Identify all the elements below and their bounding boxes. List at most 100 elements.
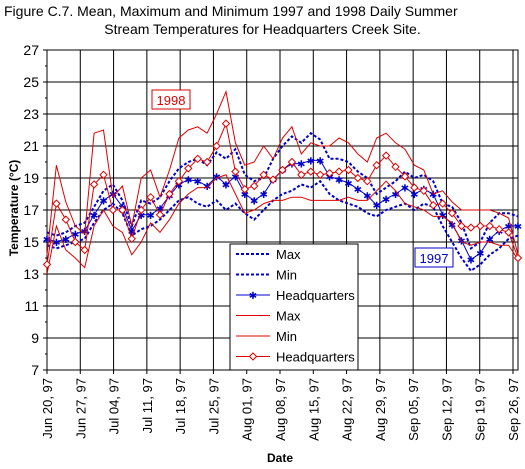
data-point-1997-headquarters: ✱ [231, 172, 239, 183]
x-tick-label: Aug 22, 97 [340, 378, 355, 441]
data-point-1998-headquarters [259, 170, 268, 180]
y-tick-label: 25 [23, 74, 39, 90]
data-point-1997-headquarters: ✱ [184, 176, 192, 187]
data-point-1998-headquarters [52, 199, 61, 208]
data-point-1998-headquarters [80, 245, 89, 255]
data-point-1997-headquarters: ✱ [391, 190, 399, 201]
data-point-1997-headquarters: ✱ [250, 196, 258, 207]
y-tick-label: 17 [23, 202, 39, 218]
data-point-1997-headquarters: ✱ [128, 227, 136, 238]
data-point-1997-headquarters: ✱ [90, 211, 98, 222]
data-point-1998-headquarters [231, 167, 240, 176]
x-tick-label: Aug 15, 97 [306, 378, 321, 441]
data-point-1997-headquarters: ✱ [259, 190, 267, 201]
data-point-1998-headquarters [325, 168, 334, 178]
data-point-1998-headquarters [504, 228, 513, 237]
data-point-1997-headquarters: ✱ [307, 156, 315, 167]
data-point-1997-headquarters: ✱ [335, 176, 343, 187]
data-point-1997-headquarters: ✱ [486, 235, 494, 246]
legend-marker: ✱ [249, 291, 257, 302]
data-point-1997-headquarters: ✱ [344, 179, 352, 190]
data-point-1998-headquarters [99, 170, 108, 180]
data-point-1997-headquarters: ✱ [156, 204, 164, 215]
data-point-1997-headquarters: ✱ [99, 196, 107, 207]
y-tick-label: 13 [23, 266, 39, 282]
x-tick-label: Jul 18, 97 [173, 378, 188, 434]
data-point-1998-headquarters [513, 253, 523, 263]
legend-label: Max [276, 309, 301, 324]
data-point-1998-headquarters [165, 189, 174, 199]
x-tick-label: Aug 01, 97 [240, 378, 255, 441]
y-tick-label: 15 [23, 234, 39, 250]
data-point-1997-headquarters: ✱ [222, 180, 230, 191]
data-point-1998-headquarters [61, 215, 71, 224]
series-line-1998-min [46, 174, 519, 275]
y-tick-label: 23 [23, 106, 39, 122]
data-point-1997-headquarters: ✱ [325, 172, 333, 183]
data-point-1998-headquarters [174, 176, 184, 186]
chart-title-line-2: Stream Temperatures for Headquarters Cre… [104, 21, 421, 37]
data-point-1998-headquarters [353, 173, 363, 183]
legend-label: Max [276, 247, 301, 262]
legend-label: Headquarters [276, 288, 355, 303]
data-point-1997-headquarters: ✱ [382, 195, 390, 206]
data-point-1998-headquarters [297, 170, 306, 180]
data-point-1998-headquarters [391, 162, 400, 172]
data-point-1998-headquarters [136, 205, 146, 215]
data-point-1997-headquarters: ✱ [175, 180, 183, 191]
data-point-1997-headquarters: ✱ [316, 156, 324, 167]
data-point-1998-headquarters [268, 175, 278, 184]
data-point-1997-headquarters: ✱ [71, 230, 79, 241]
data-point-1998-headquarters [315, 170, 325, 180]
x-tick-label: Jun 27, 97 [73, 378, 88, 439]
x-tick-label: Aug 29, 97 [373, 378, 388, 441]
x-tick-label: Sep 19, 97 [473, 378, 488, 441]
data-point-1998-headquarters [193, 154, 202, 164]
data-point-1997-headquarters: ✱ [363, 192, 371, 203]
x-axis-label: Date [266, 451, 293, 465]
x-tick-label: Jun 20, 97 [40, 378, 55, 439]
x-tick-label: Sep 05, 97 [406, 378, 421, 441]
data-point-1998-headquarters [71, 237, 80, 247]
data-point-1998-headquarters [447, 208, 457, 218]
y-tick-label: 11 [24, 298, 39, 314]
y-tick-label: 27 [23, 42, 39, 58]
data-point-1998-headquarters [287, 157, 297, 167]
data-point-1998-headquarters [363, 176, 372, 186]
data-point-1998-headquarters [240, 184, 250, 194]
legend-label: Min [276, 268, 297, 283]
legend [229, 243, 359, 371]
data-point-1997-headquarters: ✱ [52, 238, 60, 249]
data-point-1997-headquarters: ✱ [373, 201, 381, 212]
y-tick-label: 19 [23, 170, 39, 186]
annotation-1997: 1997 [420, 251, 449, 266]
data-point-1997-headquarters: ✱ [43, 235, 51, 246]
data-point-1998-headquarters [212, 141, 221, 151]
data-point-1997-headquarters: ✱ [514, 222, 522, 233]
annotation-1997-box [414, 247, 454, 268]
x-tick-label: Sep 12, 97 [439, 378, 454, 441]
x-tick-label: Jul 25, 97 [206, 378, 221, 434]
data-point-1998-headquarters [89, 180, 99, 189]
data-point-1998-headquarters [466, 223, 476, 232]
data-point-1998-headquarters [278, 165, 287, 175]
data-point-1998-headquarters [108, 205, 118, 215]
data-point-1998-headquarters [429, 200, 438, 210]
data-point-1997-headquarters: ✱ [354, 185, 362, 196]
data-point-1997-headquarters: ✱ [62, 235, 70, 246]
series-line-1998-max [46, 89, 519, 255]
data-point-1997-headquarters: ✱ [504, 222, 512, 233]
data-point-1997-headquarters: ✱ [297, 160, 305, 171]
chart-title-line-1: Figure C.7. Mean, Maximum and Minimum 19… [4, 3, 458, 19]
y-tick-label: 7 [31, 362, 39, 378]
y-tick-label: 9 [31, 330, 39, 346]
data-point-1998-headquarters [400, 172, 410, 181]
data-point-1998-headquarters [372, 160, 381, 170]
data-point-1998-headquarters [221, 119, 231, 128]
annotation-1998-box [151, 89, 191, 110]
data-point-1998-headquarters [476, 221, 485, 231]
data-point-1998-headquarters [42, 260, 52, 269]
data-point-1997-headquarters: ✱ [146, 211, 154, 222]
data-point-1998-headquarters [118, 205, 127, 215]
